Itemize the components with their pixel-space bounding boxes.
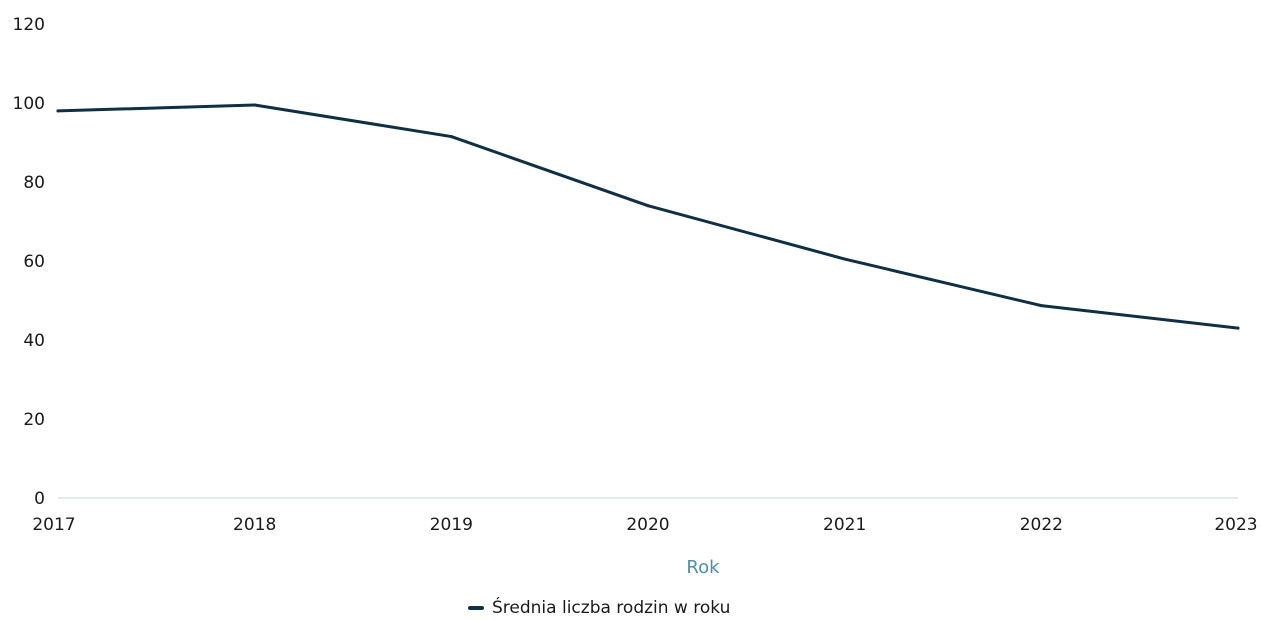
data-point: [843, 257, 847, 261]
series-group: [56, 103, 1240, 330]
x-tick-label: 2021: [823, 515, 866, 535]
y-axis-ticks: 0 20 40 60 80 100 120: [13, 15, 45, 509]
y-tick-label: 80: [23, 173, 45, 193]
y-tick-label: 100: [13, 94, 45, 114]
data-point: [1039, 304, 1043, 308]
x-axis-ticks: 2017 2018 2019 2020 2021 2022 2023: [32, 515, 1257, 535]
x-tick-label: 2020: [626, 515, 669, 535]
y-tick-label: 120: [13, 15, 45, 35]
x-tick-label: 2019: [430, 515, 473, 535]
x-tick-label: 2023: [1214, 515, 1257, 535]
series-line: [56, 103, 1240, 330]
legend[interactable]: Średnia liczba rodzin w roku: [468, 598, 730, 618]
y-tick-label: 0: [34, 489, 45, 509]
y-tick-label: 40: [23, 331, 45, 351]
x-axis-title: Rok: [686, 557, 720, 578]
y-tick-label: 60: [23, 252, 45, 272]
x-tick-label: 2018: [233, 515, 276, 535]
y-tick-label: 20: [23, 410, 45, 430]
data-point: [253, 103, 257, 107]
data-point: [646, 204, 650, 208]
x-tick-label: 2022: [1020, 515, 1063, 535]
data-point: [449, 135, 453, 139]
data-point: [1236, 326, 1240, 330]
legend-swatch: [468, 606, 484, 610]
x-tick-label: 2017: [32, 515, 75, 535]
data-point: [56, 109, 60, 113]
legend-label: Średnia liczba rodzin w roku: [492, 598, 731, 618]
